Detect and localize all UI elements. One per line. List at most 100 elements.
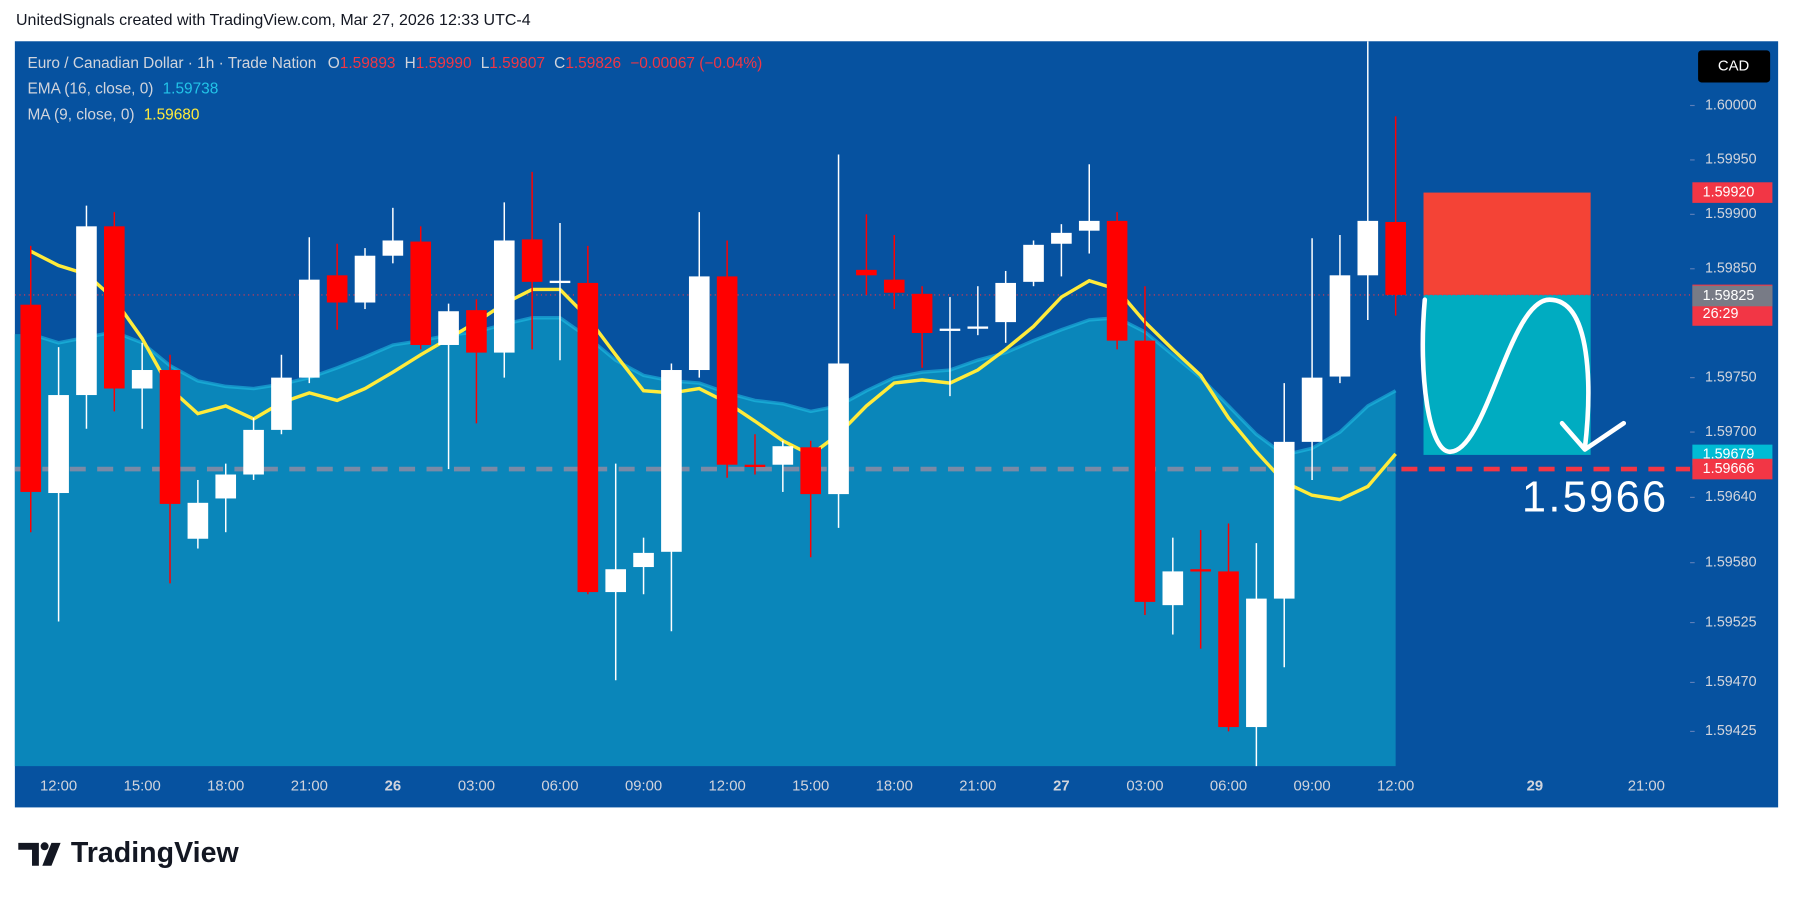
candle-body [215, 474, 237, 499]
y-tick-label: 1.59525 [1705, 614, 1757, 630]
brand-name: TradingView [71, 837, 240, 869]
price-label-box [1692, 182, 1773, 203]
candle-body [911, 293, 933, 334]
symbol: Euro / Canadian Dollar · 1h · Trade Nati… [27, 55, 316, 72]
x-tick-label: 21:00 [959, 779, 996, 795]
candle-body [1023, 244, 1044, 282]
x-tick-label: 29 [1527, 779, 1544, 795]
candle-body [159, 370, 181, 504]
x-tick-label: 15:00 [792, 779, 829, 795]
x-tick-label: 12:00 [709, 779, 746, 795]
y-tick-label: 1.59700 [1705, 424, 1757, 440]
price-label: 1.59679 [1703, 447, 1755, 463]
y-tick-label: 1.59640 [1705, 489, 1757, 505]
x-tick-label: 15:00 [124, 779, 161, 795]
logo-shape [18, 842, 39, 866]
candle-body [20, 304, 42, 492]
candle-body [605, 569, 627, 593]
ohlc-value: 1.59990 [416, 55, 472, 72]
candle-body [382, 240, 404, 256]
ema-area [14, 317, 1396, 767]
candle-body [521, 239, 543, 282]
plot-area [14, 41, 1691, 767]
candle-body [1385, 221, 1406, 295]
candle-body [187, 502, 209, 539]
logo-shape [42, 842, 61, 866]
ma-line [29, 249, 1397, 502]
x-tick-label: 18:00 [876, 779, 913, 795]
candle-body [243, 429, 264, 475]
candle-body [271, 377, 292, 430]
change: −0.00067 (−0.04%) [630, 55, 762, 72]
candle-body [1162, 571, 1184, 606]
countdown: 26:29 [1703, 306, 1739, 322]
candle-body [326, 275, 348, 303]
y-tick-label: 1.59470 [1705, 674, 1757, 690]
price-label-box [1692, 458, 1773, 480]
candle-body [828, 363, 849, 495]
candle-body [48, 395, 69, 494]
ohlc-key: L [481, 55, 490, 72]
candle-body [466, 310, 487, 353]
y-tick-label: 1.60000 [1705, 97, 1757, 113]
x-tick-label: 26 [385, 779, 402, 795]
x-tick-label: 12:00 [1377, 779, 1414, 795]
candle-body [410, 241, 432, 345]
ohlc-key: H [405, 55, 416, 72]
candle-body [1357, 220, 1379, 276]
axes: 1.60000 1.59950 1.59900 1.59850 1.59750 1.597… [40, 50, 1773, 795]
candle-body [438, 311, 459, 345]
x-tick-label: 06:00 [541, 779, 578, 795]
candle-body [939, 328, 961, 331]
logo-shape [40, 842, 49, 851]
x-tick-label: 12:00 [40, 779, 77, 795]
ohlc-value: 1.59807 [489, 55, 545, 72]
x-tick-label: 03:00 [458, 779, 495, 795]
y-tick-label: 1.59750 [1705, 369, 1757, 385]
y-tick-label: 1.59950 [1705, 152, 1757, 168]
candle-body [493, 240, 515, 353]
candle-body [298, 279, 320, 378]
candle-body [744, 464, 766, 468]
candle-body [131, 370, 153, 389]
price-label: 1.59825 [1703, 288, 1755, 304]
candle-body [772, 446, 794, 465]
candle-body [800, 447, 821, 495]
candle-body [549, 280, 571, 284]
position-stop [1423, 192, 1591, 295]
candle-body [1246, 598, 1267, 728]
candle-body [1218, 571, 1239, 728]
candle-body [1301, 377, 1323, 442]
x-tick-label: 06:00 [1210, 779, 1247, 795]
price-label: 1.59920 [1703, 184, 1755, 200]
price-label-box [1692, 285, 1773, 307]
legend-main: Euro / Canadian Dollar · 1h · Trade Nati… [27, 55, 762, 72]
candle-body [967, 326, 989, 329]
candle-body [1273, 441, 1295, 599]
brand-logo [18, 842, 61, 866]
candle-body [1190, 569, 1211, 572]
ohlc-key: C [554, 55, 565, 72]
currency: CAD [1718, 58, 1750, 74]
price-label: 1.59666 [1703, 461, 1755, 477]
x-tick-label: 03:00 [1126, 779, 1163, 795]
candle-body [1106, 220, 1128, 341]
x-tick-label: 21:00 [1628, 779, 1665, 795]
x-tick-label: 09:00 [1293, 779, 1330, 795]
candle-body [76, 226, 97, 396]
x-tick-label: 18:00 [207, 779, 244, 795]
indicator-name: MA (9, close, 0) [27, 107, 134, 124]
candle-body [716, 276, 738, 465]
candle-body [577, 282, 599, 593]
indicator-value: 1.59738 [163, 80, 219, 97]
x-tick-label: 09:00 [625, 779, 662, 795]
level-annotation: 1.5966 [1522, 473, 1669, 521]
x-tick-label: 21:00 [291, 779, 328, 795]
y-tick-label: 1.59425 [1705, 723, 1757, 739]
candle-body [354, 255, 376, 303]
y-tick-label: 1.59580 [1705, 554, 1757, 570]
candle-body [1329, 275, 1351, 377]
position-target [1423, 294, 1591, 455]
